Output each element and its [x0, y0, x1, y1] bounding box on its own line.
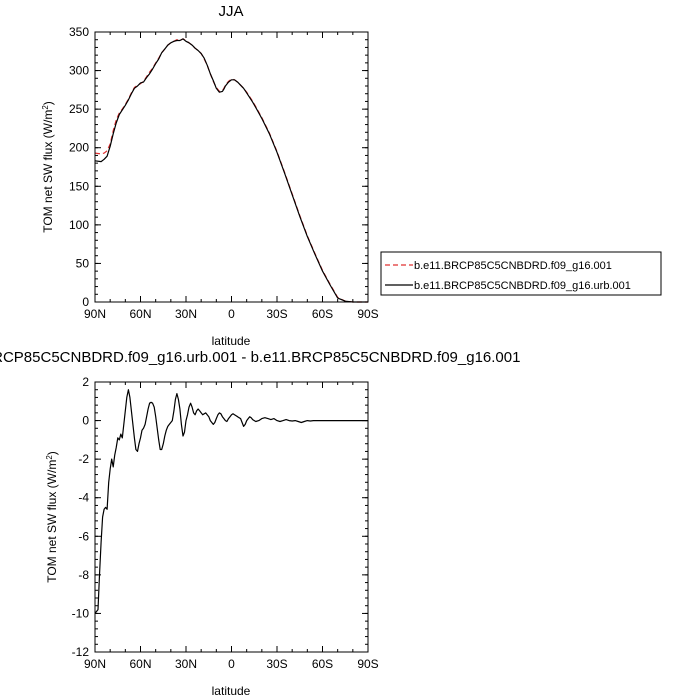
bottom-x-tick-label: 90N [84, 657, 106, 671]
bottom-ticks-group: 90N 60N 30N 0 30S 60S 90S -12 -10 -8 -6 -4 -2 0 2 [72, 375, 379, 671]
bottom-x-axis-label: latitude [212, 684, 251, 698]
top-series-group [94, 38, 368, 303]
top-y-tick-label: 200 [69, 141, 89, 155]
top-x-tick-label: 0 [228, 307, 235, 321]
top-series-line-1 [94, 38, 368, 303]
top-x-tick-label: 30S [266, 307, 287, 321]
top-y-tick-label: 350 [69, 25, 89, 39]
bottom-y-tick-label: -10 [72, 606, 90, 620]
legend-box [380, 251, 662, 296]
bottom-series-line-1 [94, 389, 368, 614]
bottom-y-tick-label: -4 [78, 491, 89, 505]
bottom-x-tick-label: 60N [129, 657, 151, 671]
top-x-tick-label: 30N [175, 307, 197, 321]
bottom-y-tick-label: -2 [78, 452, 89, 466]
top-y-tick-label: 250 [69, 102, 89, 116]
bottom-series-group [94, 389, 368, 614]
legend-label-series-2: b.e11.BRCP85C5CNBDRD.f09_g16.urb.001 [414, 280, 631, 292]
bottom-panel: b.e11.BRCP85C5CNBDRD.f09_g16.urb.001 - b… [0, 349, 520, 698]
bottom-y-axis-label-main: TOM net SW flux (W/m [45, 460, 59, 583]
bottom-x-tick-label: 60S [312, 657, 333, 671]
top-y-tick-label: 0 [82, 295, 89, 309]
top-series-line-2 [94, 38, 368, 303]
bottom-y-axis-label-close: ) [45, 451, 59, 455]
legend-label-series-1: b.e11.BRCP85C5CNBDRD.f09_g16.001 [414, 260, 612, 272]
top-chart-title: JJA [218, 3, 243, 20]
top-panel: JJA 90N 60N 30N 0 30S 60S 90S 0 50 100 150 200 250 30… [41, 3, 379, 348]
bottom-x-tick-label: 0 [228, 657, 235, 671]
top-y-tick-label: 150 [69, 179, 89, 193]
bottom-x-tick-label: 30S [266, 657, 287, 671]
top-x-tick-label: 60N [129, 307, 151, 321]
top-y-tick-label: 100 [69, 218, 89, 232]
bottom-y-tick-label: -12 [72, 645, 90, 659]
bottom-y-tick-label: -8 [78, 568, 89, 582]
legend: b.e11.BRCP85C5CNBDRD.f09_g16.001 b.e11.B… [380, 251, 662, 296]
bottom-y-tick-label: -6 [78, 529, 89, 543]
top-y-axis-label: TOM net SW flux (W/m2) [41, 101, 56, 233]
top-x-tick-label: 90S [357, 307, 378, 321]
top-y-tick-label: 50 [76, 256, 90, 270]
bottom-y-axis-label: TOM net SW flux (W/m2) [45, 451, 60, 583]
bottom-x-tick-label: 90S [357, 657, 378, 671]
top-y-axis-label-main: TOM net SW flux (W/m [41, 110, 55, 233]
bottom-y-tick-label: 2 [82, 375, 89, 389]
bottom-y-axis-label-sup: 2 [45, 455, 54, 460]
top-y-axis-label-close: ) [41, 101, 55, 105]
top-ticks-group: 90N 60N 30N 0 30S 60S 90S 0 50 100 150 200 250 300 350 [69, 25, 379, 321]
bottom-chart-title: b.e11.BRCP85C5CNBDRD.f09_g16.urb.001 - b… [0, 349, 520, 366]
top-x-tick-label: 90N [84, 307, 106, 321]
bottom-plot-frame [94, 381, 369, 653]
bottom-x-tick-label: 30N [175, 657, 197, 671]
top-plot-frame [94, 31, 369, 303]
top-x-axis-label: latitude [212, 334, 251, 348]
top-y-axis-label-sup: 2 [41, 105, 50, 110]
bottom-y-tick-label: 0 [82, 414, 89, 428]
top-x-tick-label: 60S [312, 307, 333, 321]
top-y-tick-label: 300 [69, 64, 89, 78]
